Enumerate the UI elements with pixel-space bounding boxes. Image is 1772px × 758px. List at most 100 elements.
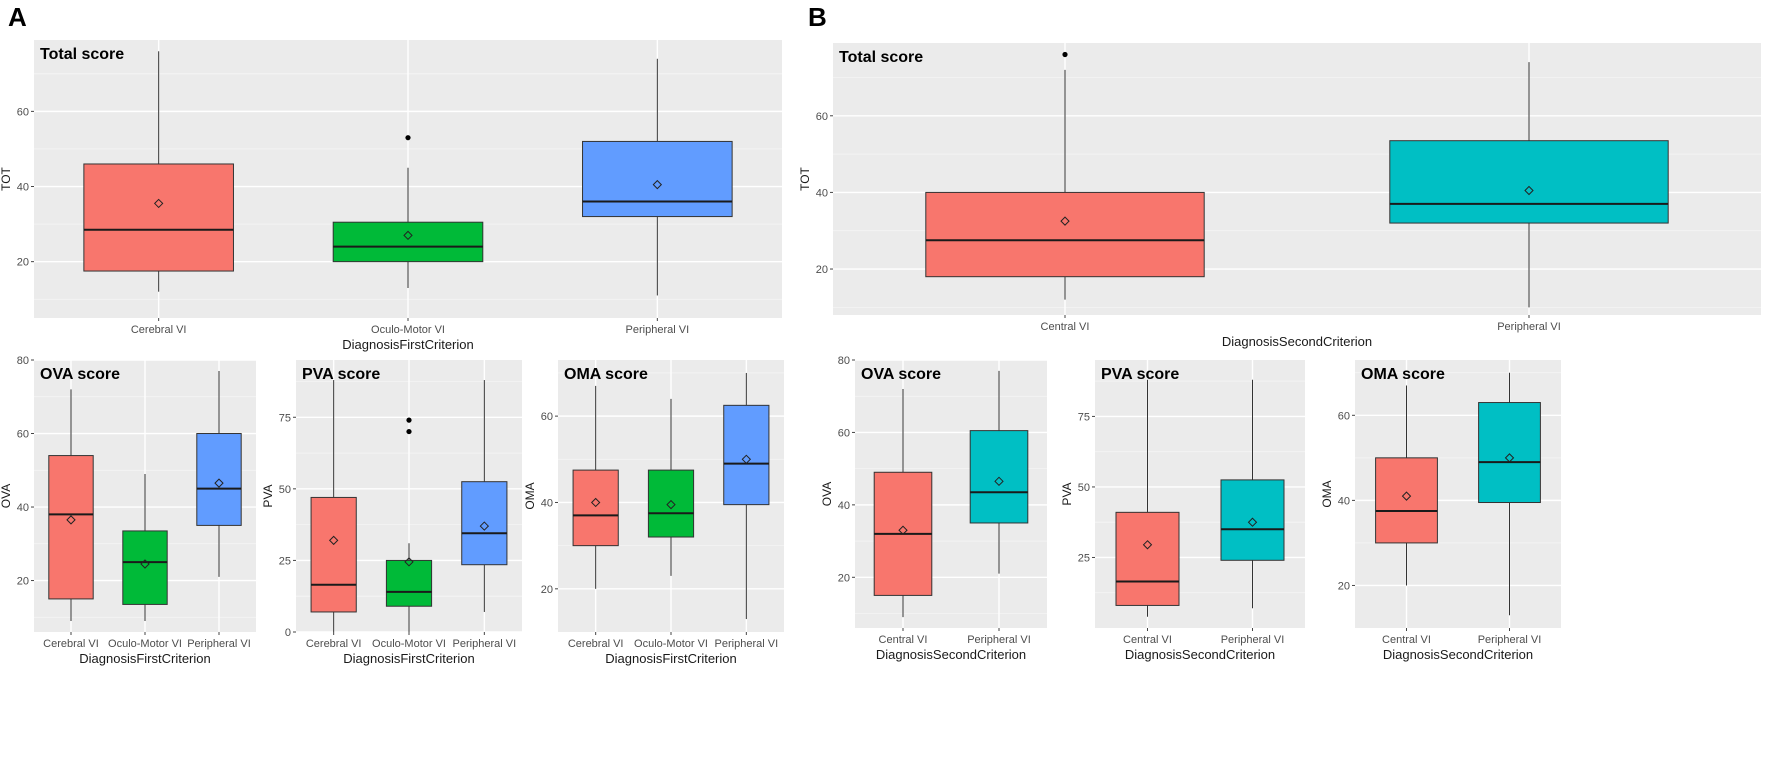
mean-marker: [214, 478, 224, 488]
chart-title: Total score: [40, 46, 124, 63]
x-tick-label: Peripheral VI: [453, 638, 517, 650]
y-tick-label: 75: [1078, 411, 1090, 423]
box-0: [310, 496, 357, 613]
mean-marker: [404, 557, 414, 567]
y-tick-label: 60: [1338, 410, 1350, 422]
mean-marker: [741, 454, 752, 465]
boxplot-a-1: 20 40 60 80 Cerebral VI Oculo-Motor VI Periphe…: [0, 355, 256, 666]
chart-title: OMA score: [1361, 366, 1445, 383]
boxplot-a-3: 20 40 60 Cerebral VI Oculo-Motor VI Periphera…: [523, 360, 784, 666]
box-0: [83, 163, 234, 272]
outlier-point: [406, 417, 412, 423]
boxplot-b-6: 25 50 75 Central VI Peripheral VI PVA score Di…: [1060, 360, 1305, 662]
boxplot-b-5: 20 40 60 80 Central VI Peripheral VI OVA score…: [820, 355, 1047, 662]
y-tick-label: 60: [816, 111, 828, 123]
x-tick-label: Cerebral VI: [131, 324, 187, 336]
x-tick-label: Central VI: [879, 634, 928, 646]
y-tick-label: 40: [816, 187, 828, 199]
box-1: [1220, 479, 1285, 561]
y-axis-label: PVA: [1060, 482, 1074, 505]
y-axis-label: TOT: [798, 166, 812, 190]
box-0: [925, 191, 1205, 278]
x-tick-label: Central VI: [1382, 634, 1431, 646]
y-tick-label: 20: [17, 257, 29, 269]
x-axis-label: DiagnosisSecondCriterion: [1383, 647, 1533, 662]
box-0: [572, 469, 619, 547]
x-tick-label: Cerebral VI: [568, 638, 624, 650]
x-axis-label: DiagnosisSecondCriterion: [876, 647, 1026, 662]
mean-marker: [140, 559, 150, 569]
x-axis-label: DiagnosisSecondCriterion: [1125, 647, 1275, 662]
mean-marker: [403, 230, 413, 241]
y-tick-label: 50: [279, 484, 291, 496]
mean-marker: [153, 198, 164, 209]
x-tick-label: Oculo-Motor VI: [371, 324, 445, 336]
x-tick-label: Peripheral VI: [187, 638, 251, 650]
panel-label-b: B: [808, 2, 827, 32]
x-axis-label: DiagnosisFirstCriterion: [342, 337, 473, 352]
chart-title: OVA score: [40, 366, 120, 383]
mean-marker: [1247, 517, 1258, 527]
y-tick-label: 40: [1338, 495, 1350, 507]
y-tick-label: 80: [838, 355, 850, 367]
mean-marker: [898, 525, 908, 535]
y-tick-label: 25: [1078, 552, 1090, 564]
y-axis-label: OVA: [820, 482, 834, 506]
box-1: [1478, 402, 1541, 504]
mean-marker: [1401, 491, 1412, 501]
y-tick-label: 60: [17, 106, 29, 118]
y-axis-label: OMA: [523, 482, 537, 509]
x-tick-label: Cerebral VI: [43, 638, 99, 650]
outlier-point: [406, 428, 412, 435]
x-tick-label: Peripheral VI: [1497, 321, 1561, 333]
boxplot-b-7: 20 40 60 Central VI Peripheral VI OMA score Di…: [1320, 360, 1561, 662]
y-tick-label: 25: [279, 555, 291, 567]
y-tick-label: 20: [17, 576, 29, 588]
x-tick-label: Peripheral VI: [1478, 634, 1542, 646]
x-tick-label: Oculo-Motor VI: [634, 638, 708, 650]
outlier-point: [1062, 51, 1068, 58]
box-0: [48, 455, 94, 600]
box-0: [1115, 511, 1180, 606]
mean-marker: [1524, 185, 1534, 196]
x-tick-label: Peripheral VI: [626, 324, 690, 336]
y-tick-label: 40: [17, 502, 29, 514]
boxplot-a-0: 20 40 60 Cerebral VI Oculo-Motor VI Periphera…: [0, 40, 782, 352]
x-tick-label: Cerebral VI: [306, 638, 362, 650]
y-axis-label: PVA: [261, 484, 275, 507]
x-axis-label: DiagnosisFirstCriterion: [343, 651, 474, 666]
mean-marker: [66, 515, 76, 525]
x-axis-label: DiagnosisFirstCriterion: [79, 651, 210, 666]
box-1: [385, 559, 433, 607]
y-tick-label: 60: [541, 411, 553, 423]
chart-title: OMA score: [564, 366, 648, 383]
panel-label-a: A: [8, 2, 27, 32]
box-2: [582, 140, 733, 218]
box-1: [1389, 140, 1669, 224]
boxplot-a-2: 0 25 50 75 Cerebral VI Oculo-Motor VI Peripher…: [261, 360, 522, 666]
y-axis-label: TOT: [0, 166, 13, 190]
x-axis-label: DiagnosisFirstCriterion: [605, 651, 736, 666]
boxplot-b-4: 20 40 60 Central VI Peripheral VI Total score…: [798, 43, 1761, 349]
box-2: [461, 481, 508, 566]
y-tick-label: 40: [541, 497, 553, 509]
box-1: [332, 221, 484, 263]
mean-marker: [666, 499, 676, 510]
x-tick-label: Peripheral VI: [1221, 634, 1285, 646]
mean-marker: [1142, 540, 1153, 550]
chart-title: Total score: [839, 49, 923, 66]
mean-marker: [652, 179, 663, 190]
mean-marker: [1504, 453, 1515, 463]
x-tick-label: Oculo-Motor VI: [108, 638, 182, 650]
box-1: [647, 469, 695, 538]
mean-marker: [994, 476, 1004, 487]
mean-marker: [328, 535, 339, 546]
y-tick-label: 50: [1078, 482, 1090, 494]
y-axis-label: OVA: [0, 484, 13, 508]
mean-marker: [479, 521, 490, 531]
y-tick-label: 20: [1338, 580, 1350, 592]
y-axis-label: OMA: [1320, 480, 1334, 507]
mean-marker: [1060, 216, 1070, 226]
y-tick-label: 0: [285, 627, 291, 639]
